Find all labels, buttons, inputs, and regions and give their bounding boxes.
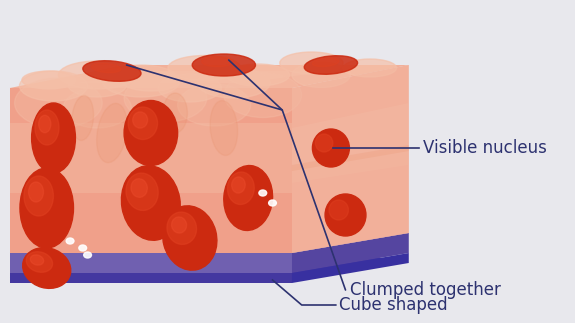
Ellipse shape <box>133 112 148 128</box>
Ellipse shape <box>178 84 251 126</box>
Polygon shape <box>292 233 409 273</box>
Ellipse shape <box>14 78 102 128</box>
Ellipse shape <box>228 172 254 204</box>
Text: Visible nucleus: Visible nucleus <box>423 139 547 157</box>
Polygon shape <box>292 65 409 168</box>
Ellipse shape <box>192 54 255 76</box>
Polygon shape <box>292 148 409 253</box>
Ellipse shape <box>158 74 221 102</box>
Ellipse shape <box>66 238 74 244</box>
Ellipse shape <box>163 206 217 270</box>
Ellipse shape <box>280 52 343 74</box>
Polygon shape <box>10 88 292 253</box>
Ellipse shape <box>97 103 127 163</box>
Polygon shape <box>10 273 292 283</box>
Ellipse shape <box>63 88 132 128</box>
Polygon shape <box>292 253 409 283</box>
Polygon shape <box>10 258 409 278</box>
Ellipse shape <box>84 252 91 258</box>
Ellipse shape <box>163 93 187 133</box>
Ellipse shape <box>59 61 136 89</box>
Ellipse shape <box>124 100 178 165</box>
Ellipse shape <box>22 71 75 89</box>
Polygon shape <box>10 253 292 273</box>
Ellipse shape <box>30 255 44 265</box>
Ellipse shape <box>20 168 74 248</box>
Ellipse shape <box>22 248 71 288</box>
Ellipse shape <box>168 56 241 80</box>
Ellipse shape <box>202 57 233 67</box>
Ellipse shape <box>224 72 302 118</box>
Ellipse shape <box>26 252 52 272</box>
Ellipse shape <box>121 166 181 240</box>
Ellipse shape <box>232 177 246 193</box>
Ellipse shape <box>269 200 277 206</box>
Ellipse shape <box>325 194 366 236</box>
Polygon shape <box>10 123 292 193</box>
Ellipse shape <box>128 107 158 140</box>
Ellipse shape <box>343 59 397 77</box>
Ellipse shape <box>171 217 187 233</box>
Text: Clumped together: Clumped together <box>350 281 501 299</box>
Ellipse shape <box>79 245 87 251</box>
Ellipse shape <box>167 212 197 245</box>
Ellipse shape <box>259 190 267 196</box>
Ellipse shape <box>315 134 333 152</box>
Ellipse shape <box>29 182 44 202</box>
Ellipse shape <box>224 166 273 230</box>
Polygon shape <box>10 65 409 88</box>
Ellipse shape <box>197 68 270 98</box>
Ellipse shape <box>124 74 207 122</box>
Ellipse shape <box>72 96 94 141</box>
Ellipse shape <box>32 103 75 173</box>
Polygon shape <box>78 71 331 83</box>
Polygon shape <box>292 145 409 171</box>
Ellipse shape <box>329 200 348 220</box>
Ellipse shape <box>91 63 121 73</box>
Ellipse shape <box>83 61 141 81</box>
Ellipse shape <box>102 65 180 97</box>
Ellipse shape <box>122 71 180 91</box>
Ellipse shape <box>312 129 350 167</box>
Ellipse shape <box>39 115 51 133</box>
Ellipse shape <box>126 173 158 211</box>
Ellipse shape <box>20 71 87 101</box>
Polygon shape <box>292 65 409 253</box>
Ellipse shape <box>227 64 290 86</box>
Ellipse shape <box>312 58 339 67</box>
Ellipse shape <box>304 56 358 74</box>
Ellipse shape <box>35 110 59 145</box>
Ellipse shape <box>292 62 350 88</box>
Ellipse shape <box>210 100 237 155</box>
Ellipse shape <box>24 176 53 216</box>
Ellipse shape <box>131 179 147 197</box>
Ellipse shape <box>68 73 126 97</box>
Polygon shape <box>292 103 409 183</box>
Polygon shape <box>10 233 409 253</box>
Text: Cube shaped: Cube shaped <box>339 296 447 314</box>
